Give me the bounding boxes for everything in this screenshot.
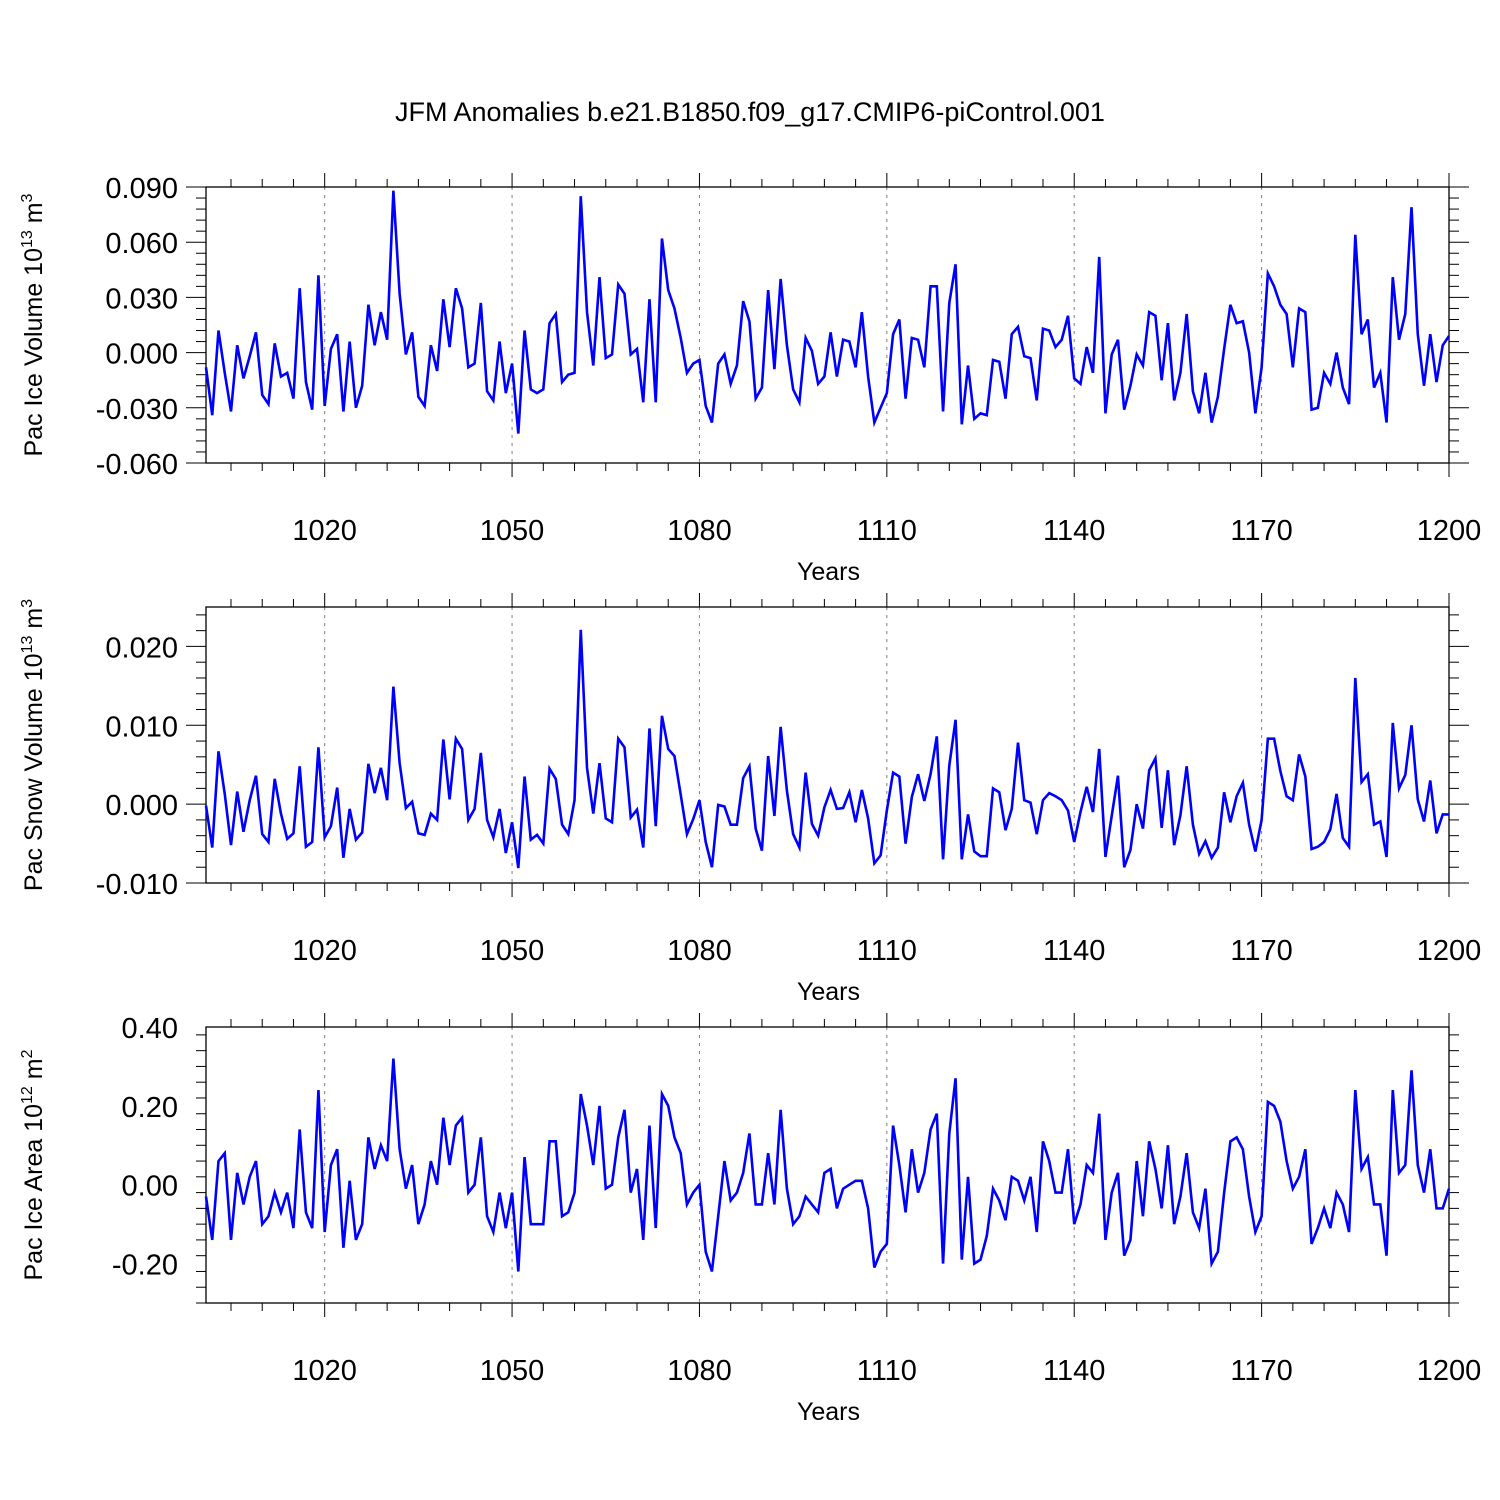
x-tick-label: 1110 bbox=[857, 515, 917, 547]
y-tick-label: 0.00 bbox=[122, 1171, 178, 1203]
series-line bbox=[204, 190, 1451, 434]
y-tick-label: 0.40 bbox=[122, 1013, 178, 1045]
y-tick-label: 0.090 bbox=[105, 173, 178, 205]
x-tick-label: 1020 bbox=[292, 935, 357, 967]
y-tick-label: -0.060 bbox=[96, 449, 178, 481]
y-axis-label: Pac Snow Volume 1013 m3 bbox=[19, 599, 48, 891]
x-tick-label: 1080 bbox=[667, 515, 732, 547]
series-line bbox=[204, 1058, 1451, 1272]
plot-frame bbox=[205, 186, 1450, 464]
y-tick-label: 0.000 bbox=[105, 790, 178, 822]
x-tick-label: 1140 bbox=[1043, 1355, 1105, 1387]
x-tick-label: 1200 bbox=[1417, 935, 1482, 967]
x-tick-label: 1050 bbox=[480, 1355, 545, 1387]
y-tick-label: -0.010 bbox=[96, 869, 178, 901]
y-tick-label: 0.010 bbox=[105, 711, 178, 743]
x-tick-label: 1200 bbox=[1417, 1355, 1482, 1387]
x-tick-label: 1110 bbox=[857, 1355, 917, 1387]
y-axis-label-part: m bbox=[20, 202, 48, 230]
y-axis-label-part: m bbox=[20, 1058, 48, 1086]
y-tick-label: 0.000 bbox=[105, 339, 178, 371]
x-tick-label: 1110 bbox=[857, 935, 917, 967]
y-tick-label: 0.020 bbox=[105, 632, 178, 664]
x-tick-label: 1050 bbox=[480, 515, 545, 547]
x-tick-label: 1020 bbox=[292, 515, 357, 547]
y-tick-label: 0.20 bbox=[122, 1092, 178, 1124]
plot-frame bbox=[205, 1026, 1450, 1304]
x-tick-label: 1170 bbox=[1230, 515, 1292, 547]
y-axis-label-part: 3 bbox=[19, 599, 36, 608]
x-tick-label: 1140 bbox=[1043, 935, 1105, 967]
y-axis-label-part: Pac Snow Volume 10 bbox=[20, 653, 48, 891]
y-axis-label-part: 12 bbox=[19, 1086, 36, 1104]
x-tick-label: 1080 bbox=[667, 935, 732, 967]
x-axis-label: Years bbox=[797, 978, 860, 1006]
y-axis-label-part: Pac Ice Area 10 bbox=[20, 1104, 48, 1281]
y-axis-label-part: 2 bbox=[19, 1049, 36, 1058]
chart-panel-3: -0.20 0.00 0.20 0.40 1020 1050 1080 1110 1140 117… bbox=[19, 1013, 1481, 1426]
x-tick-label: 1050 bbox=[480, 935, 545, 967]
x-tick-label: 1170 bbox=[1230, 935, 1292, 967]
y-axis-label: Pac Ice Area 1012 m2 bbox=[19, 1049, 48, 1280]
x-axis-label: Years bbox=[797, 558, 860, 586]
figure-title: JFM Anomalies b.e21.B1850.f09_g17.CMIP6-… bbox=[395, 97, 1105, 127]
y-tick-label: -0.030 bbox=[96, 394, 178, 426]
x-tick-label: 1080 bbox=[667, 1355, 732, 1387]
y-axis-label-part: 13 bbox=[19, 230, 36, 248]
x-tick-label: 1020 bbox=[292, 1355, 357, 1387]
y-axis-label: Pac Ice Volume 1013 m3 bbox=[19, 193, 48, 456]
x-tick-label: 1140 bbox=[1043, 515, 1105, 547]
y-axis-label-part: m bbox=[20, 608, 48, 636]
y-tick-label: 0.060 bbox=[105, 228, 178, 260]
y-axis-label-part: Pac Ice Volume 10 bbox=[20, 248, 48, 456]
series-line bbox=[204, 629, 1449, 869]
y-axis-label-part: 13 bbox=[19, 636, 36, 654]
chart-panel-2: -0.010 0.000 0.010 0.020 1020 1050 1080 1110 114… bbox=[19, 593, 1481, 1006]
chart-panel-1: -0.060 -0.030 0.000 0.030 0.060 0.090 1020 1050… bbox=[19, 173, 1481, 586]
x-axis-label: Years bbox=[797, 1398, 860, 1426]
y-tick-label: -0.20 bbox=[112, 1250, 178, 1282]
x-tick-label: 1200 bbox=[1417, 515, 1482, 547]
plot-frame bbox=[205, 606, 1450, 884]
y-axis-label-part: 3 bbox=[19, 193, 36, 202]
x-tick-label: 1170 bbox=[1230, 1355, 1292, 1387]
y-tick-label: 0.030 bbox=[105, 283, 178, 315]
